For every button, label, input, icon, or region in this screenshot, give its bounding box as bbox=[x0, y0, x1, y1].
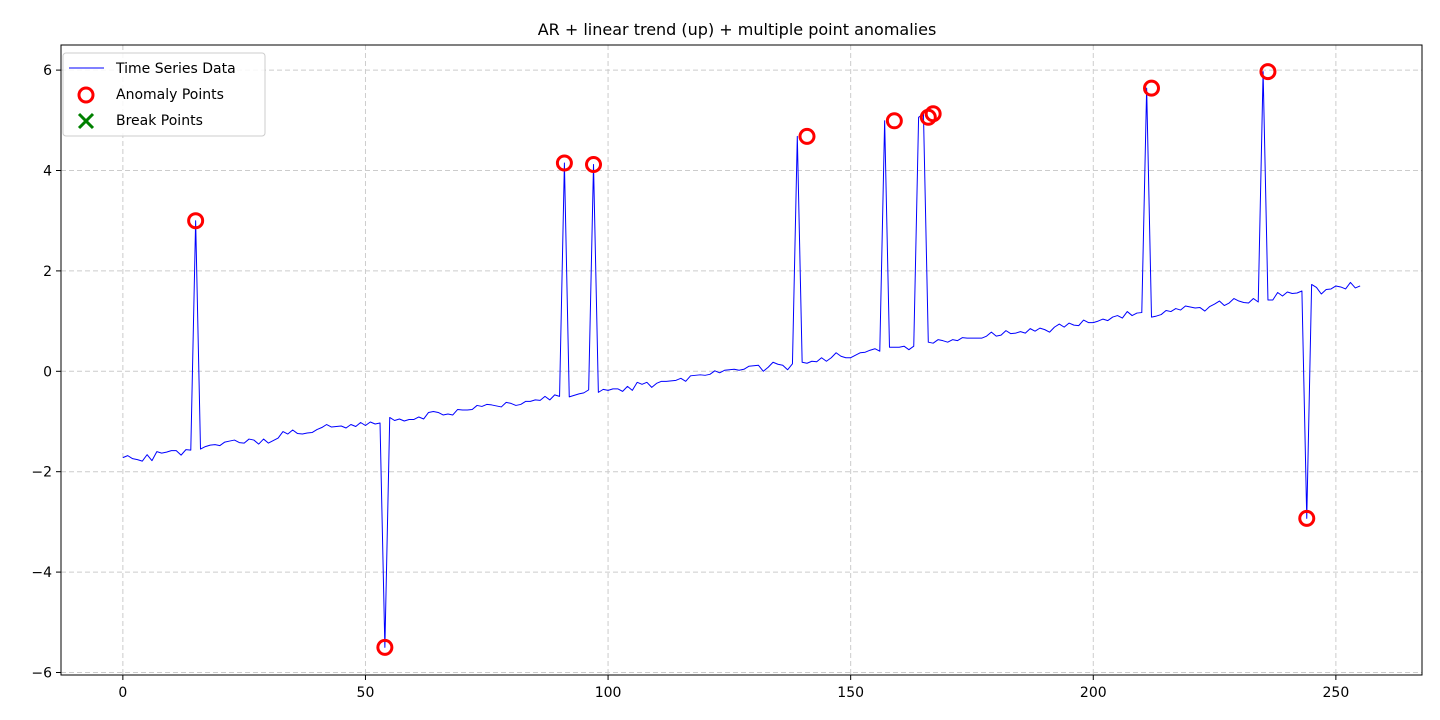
y-tick-label: 0 bbox=[43, 364, 52, 380]
anomaly-point bbox=[376, 638, 394, 656]
y-axis: −6 −4 −2 0 2 4 6 bbox=[31, 63, 61, 681]
legend-box bbox=[62, 52, 266, 137]
plot-frame bbox=[60, 44, 1423, 676]
y-tick-label: −4 bbox=[31, 565, 52, 581]
y-tick-label: −6 bbox=[31, 665, 52, 681]
y-tick-label: 4 bbox=[43, 163, 52, 179]
x-tick-label: 250 bbox=[1323, 685, 1350, 701]
anomaly-point bbox=[585, 155, 603, 173]
x-tick-label: 50 bbox=[357, 685, 375, 701]
x-tick-label: 150 bbox=[837, 685, 864, 701]
anomaly-layer bbox=[187, 63, 1316, 656]
legend-item-series: Time Series Data bbox=[115, 61, 236, 77]
grid-lines bbox=[61, 45, 1422, 675]
chart-title: AR + linear trend (up) + multiple point … bbox=[538, 20, 937, 39]
anomaly-point bbox=[555, 154, 573, 172]
x-axis: 0 50 100 150 200 250 bbox=[118, 675, 1349, 701]
anomaly-point bbox=[924, 105, 942, 123]
y-tick-label: −2 bbox=[31, 465, 52, 481]
anomaly-point bbox=[1259, 63, 1277, 81]
legend-item-anomaly: Anomaly Points bbox=[116, 87, 224, 103]
legend-x-icon bbox=[77, 112, 95, 130]
anomaly-point bbox=[187, 212, 205, 230]
y-tick-label: 2 bbox=[43, 264, 52, 280]
anomaly-point bbox=[1298, 509, 1316, 527]
x-tick-label: 0 bbox=[118, 685, 127, 701]
legend-item-break: Break Points bbox=[116, 113, 203, 129]
series-layer bbox=[122, 71, 1361, 648]
x-tick-label: 100 bbox=[595, 685, 622, 701]
anomaly-point bbox=[1142, 79, 1160, 97]
anomaly-point bbox=[798, 127, 816, 145]
legend: Time Series Data Anomaly Points Break Po… bbox=[62, 52, 266, 137]
anomaly-point bbox=[885, 112, 903, 130]
series-line-time-series-data bbox=[122, 71, 1361, 648]
legend-circle-icon bbox=[77, 86, 95, 104]
x-tick-label: 200 bbox=[1080, 685, 1107, 701]
y-tick-label: 6 bbox=[43, 63, 52, 79]
